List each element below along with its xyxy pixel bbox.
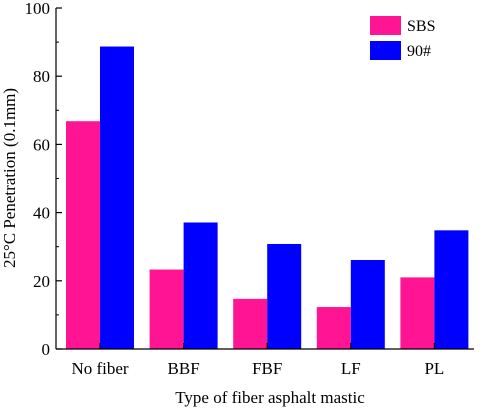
x-tick-label-lf: LF [341, 359, 361, 378]
y-tick-label: 20 [33, 272, 50, 291]
bar-SBS-pl [400, 277, 435, 349]
x-tick-label-pl: PL [424, 359, 444, 378]
legend-swatch-1 [370, 41, 401, 60]
bar-SBS-bbf [149, 269, 184, 349]
bar-SBS-fbf [233, 298, 268, 349]
bar-90-fbf [267, 243, 302, 349]
bar-90-lf [350, 259, 385, 349]
x-tick-label-bbf: BBF [168, 359, 200, 378]
bar-90-pl [434, 230, 469, 349]
x-tick-label-fbf: FBF [252, 359, 282, 378]
bar-SBS-lf [316, 307, 351, 349]
y-tick-label: 80 [33, 67, 50, 86]
legend: SBS 90# [370, 16, 435, 60]
y-tick-label: 40 [33, 204, 50, 223]
bar-SBS-no-fiber [66, 121, 100, 349]
y-ticks-group: 0 20 40 60 80 100 [25, 0, 62, 359]
bar-90-no-fiber [100, 46, 134, 350]
bars-group [66, 46, 469, 350]
legend-swatch-0 [370, 16, 401, 35]
x-axis-label: Type of fiber asphalt mastic [175, 388, 365, 407]
bar-90-bbf [183, 222, 218, 349]
legend-label-0: SBS [407, 18, 435, 35]
x-tick-label-no-fiber: No fiber [71, 359, 128, 378]
y-tick-label: 0 [42, 340, 51, 359]
y-tick-label: 100 [25, 0, 51, 18]
x-ticks-group: No fiber BBF FBF LF PL [71, 343, 444, 378]
y-tick-label: 60 [33, 135, 50, 154]
legend-label-1: 90# [407, 43, 431, 60]
y-axis-label: 25°C Penetration (0.1mm) [0, 88, 19, 268]
